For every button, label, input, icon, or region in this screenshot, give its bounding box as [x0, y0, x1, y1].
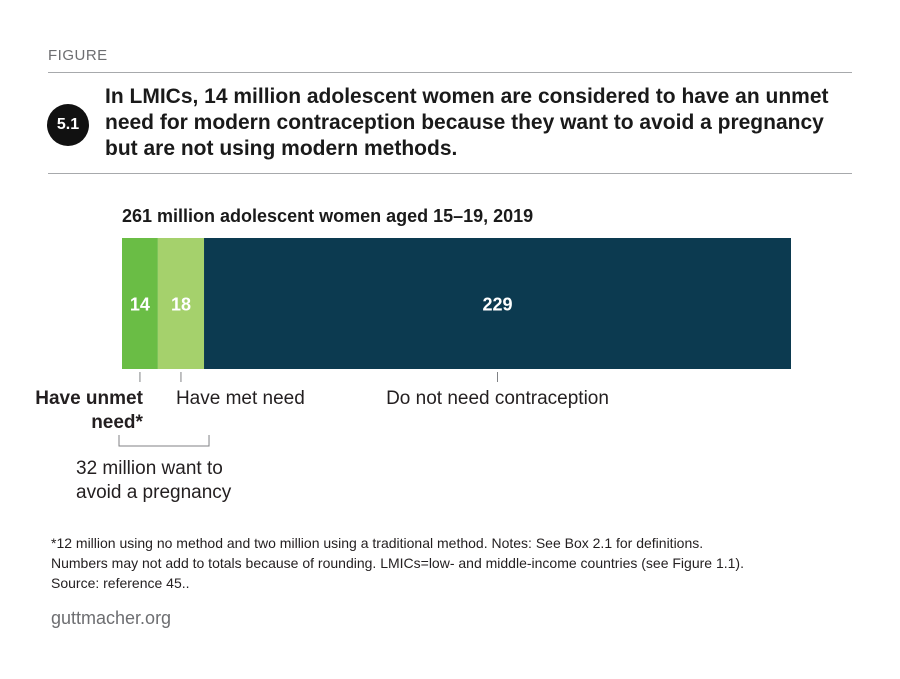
bar-segment-1	[122, 238, 158, 369]
figure-title: In LMICs, 14 million adolescent women ar…	[105, 85, 829, 160]
footnote: *12 million using no method and two mill…	[51, 533, 851, 593]
segment-label-2: Have met need	[176, 388, 305, 409]
footnote-line-2: Numbers may not add to totals because of…	[51, 555, 744, 571]
data-label-2: 18	[171, 295, 191, 315]
segment-label-1-line-2: need*	[91, 412, 143, 433]
bracket-label: 32 million want to	[76, 458, 223, 479]
bracket-label-line-2: avoid a pregnancy	[76, 482, 232, 503]
figure-eyebrow: FIGURE	[48, 47, 108, 64]
bar-segment-2	[157, 238, 205, 369]
title-divider	[48, 173, 852, 174]
segment-label-3: Do not need contraception	[386, 388, 609, 409]
unmet-met-bracket	[118, 435, 210, 447]
bar-segment-3	[204, 238, 791, 369]
data-label-3: 229	[482, 295, 512, 315]
segment-label-1: Have unmet	[35, 388, 143, 409]
chart-title: 261 million adolescent women aged 15–19,…	[122, 206, 534, 226]
figure-number-badge: 5.1	[47, 104, 89, 146]
source-brand: guttmacher.org	[51, 608, 172, 628]
data-label-1: 14	[130, 295, 150, 315]
footnote-line-3: Source: reference 45..	[51, 575, 190, 591]
top-divider	[48, 72, 852, 73]
footnote-line-1: *12 million using no method and two mill…	[51, 535, 704, 551]
